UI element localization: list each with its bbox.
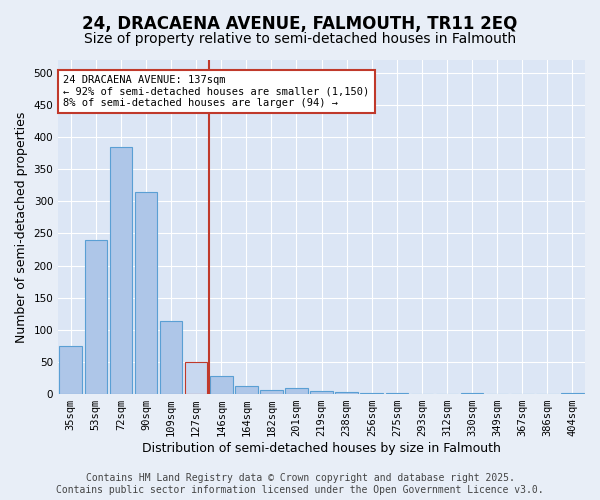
Bar bbox=[335, 392, 358, 394]
Bar bbox=[210, 376, 233, 394]
Bar bbox=[134, 192, 157, 394]
Text: Contains HM Land Registry data © Crown copyright and database right 2025.
Contai: Contains HM Land Registry data © Crown c… bbox=[56, 474, 544, 495]
Y-axis label: Number of semi-detached properties: Number of semi-detached properties bbox=[15, 112, 28, 342]
Bar bbox=[110, 146, 132, 394]
Text: 24 DRACAENA AVENUE: 137sqm
← 92% of semi-detached houses are smaller (1,150)
8% : 24 DRACAENA AVENUE: 137sqm ← 92% of semi… bbox=[63, 75, 370, 108]
Bar bbox=[235, 386, 257, 394]
Bar bbox=[185, 362, 208, 394]
Bar bbox=[59, 346, 82, 394]
Bar bbox=[85, 240, 107, 394]
Bar bbox=[361, 393, 383, 394]
Bar bbox=[260, 390, 283, 394]
Text: 24, DRACAENA AVENUE, FALMOUTH, TR11 2EQ: 24, DRACAENA AVENUE, FALMOUTH, TR11 2EQ bbox=[82, 15, 518, 33]
Bar bbox=[160, 322, 182, 394]
Bar bbox=[285, 388, 308, 394]
Bar bbox=[310, 391, 333, 394]
Text: Size of property relative to semi-detached houses in Falmouth: Size of property relative to semi-detach… bbox=[84, 32, 516, 46]
X-axis label: Distribution of semi-detached houses by size in Falmouth: Distribution of semi-detached houses by … bbox=[142, 442, 501, 455]
